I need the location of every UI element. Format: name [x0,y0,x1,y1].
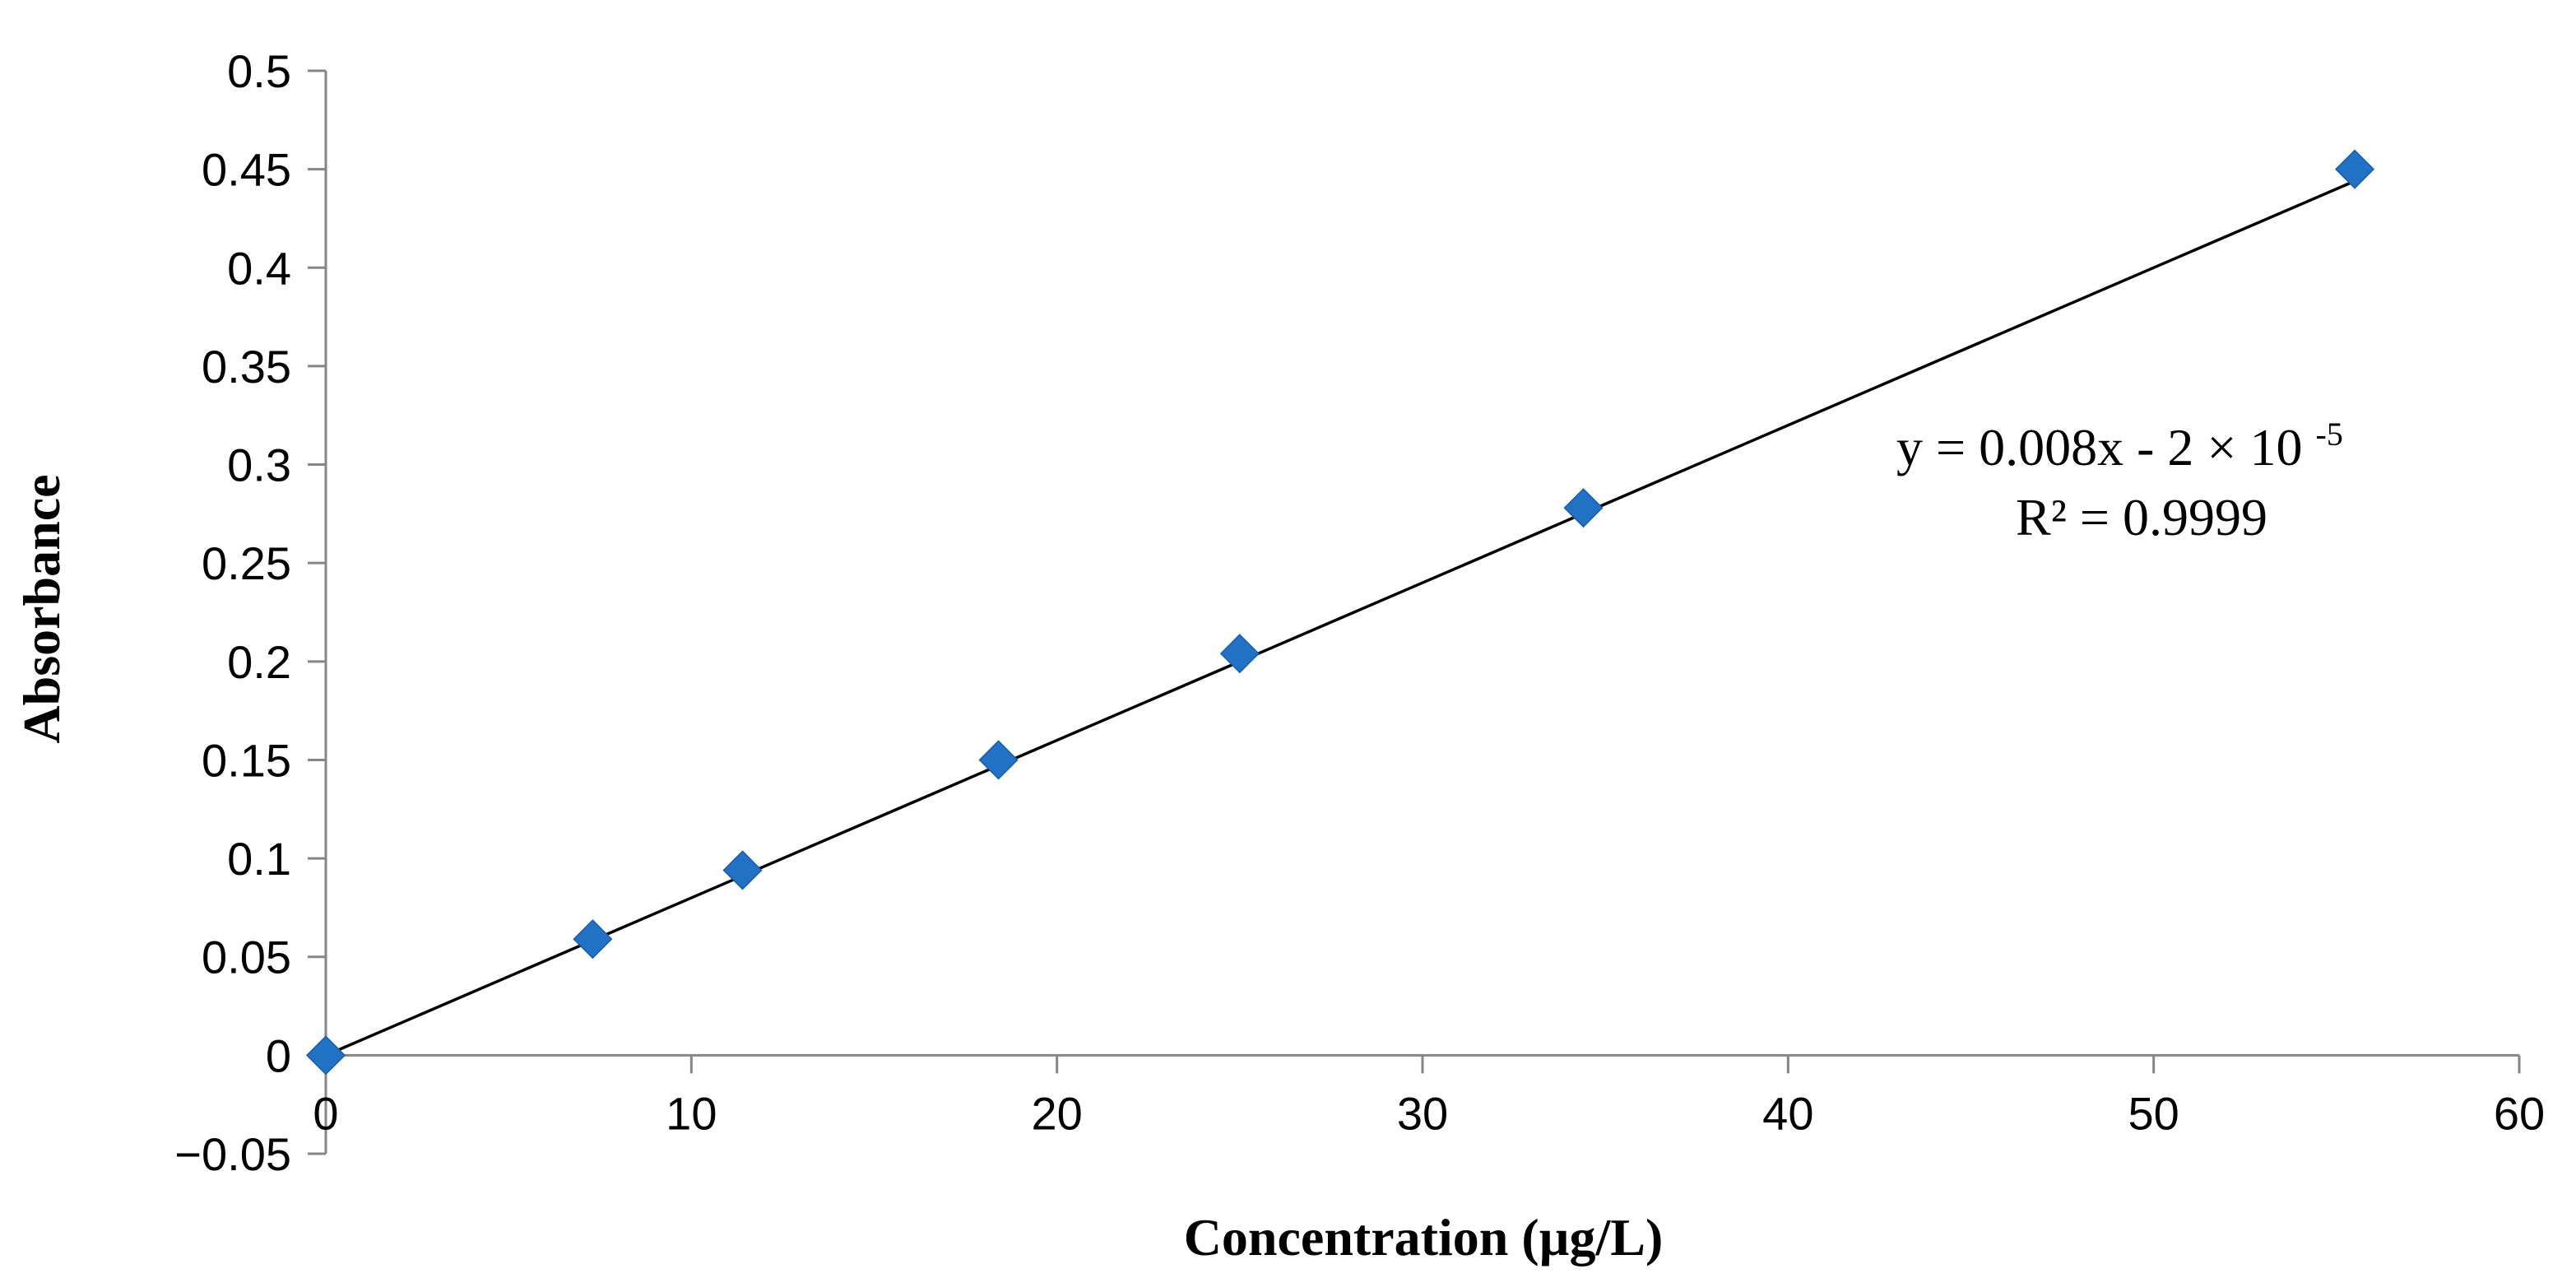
data-point-diamond [305,1035,346,1076]
trendline [325,179,2356,1057]
data-point-diamond [978,740,1019,780]
data-point-diamond [573,919,613,960]
trendline-equation-exponent: -5 [2316,416,2343,453]
x-tick-label: 60 [2494,1087,2545,1139]
data-point-diamond [1563,488,1604,528]
x-axis-title: Concentration (µg/L) [1184,1208,1664,1266]
y-tick-label: 0.5 [227,45,291,97]
data-point-diamond [1219,634,1260,674]
trendline-r-squared: R² = 0.9999 [2016,488,2267,546]
y-tick-label: 0.4 [227,242,291,294]
x-tick-label: 20 [1032,1087,1083,1139]
x-tick-label: 30 [1397,1087,1448,1139]
y-axis-title: Absorbance [12,474,71,743]
y-tick-label: 0.1 [227,833,291,885]
y-tick-label: 0.25 [202,537,291,589]
axes [308,69,2521,1155]
data-point-diamond [722,850,763,890]
x-tick-label: 50 [2128,1087,2179,1139]
y-tick-label: 0.45 [202,144,291,196]
trendline-equation-main: y = 0.008x - 2 × 10 [1896,418,2303,476]
y-tick-label: −0.05 [174,1128,291,1180]
data-points [305,149,2375,1076]
x-tick-label: 40 [1762,1087,1813,1139]
y-tick-label: 0.15 [202,734,291,786]
x-tick-label: 10 [666,1087,717,1139]
x-tick-label: 0 [313,1087,338,1139]
y-tick-label: 0 [266,1029,291,1081]
data-point-diamond [2334,149,2375,189]
y-tick-label: 0.3 [227,439,291,491]
y-tick-label: 0.05 [202,932,291,983]
trendline-layer [325,179,2356,1057]
trendline-equation: y = 0.008x - 2 × 10 -5 [1896,416,2343,476]
tick-labels: −0.05 0 0.05 0.1 0.15 0.2 0.25 0.3 0.35 0.4 0.45 0.… [174,45,2545,1180]
y-tick-label: 0.2 [227,636,291,688]
y-tick-label: 0.35 [202,341,291,393]
